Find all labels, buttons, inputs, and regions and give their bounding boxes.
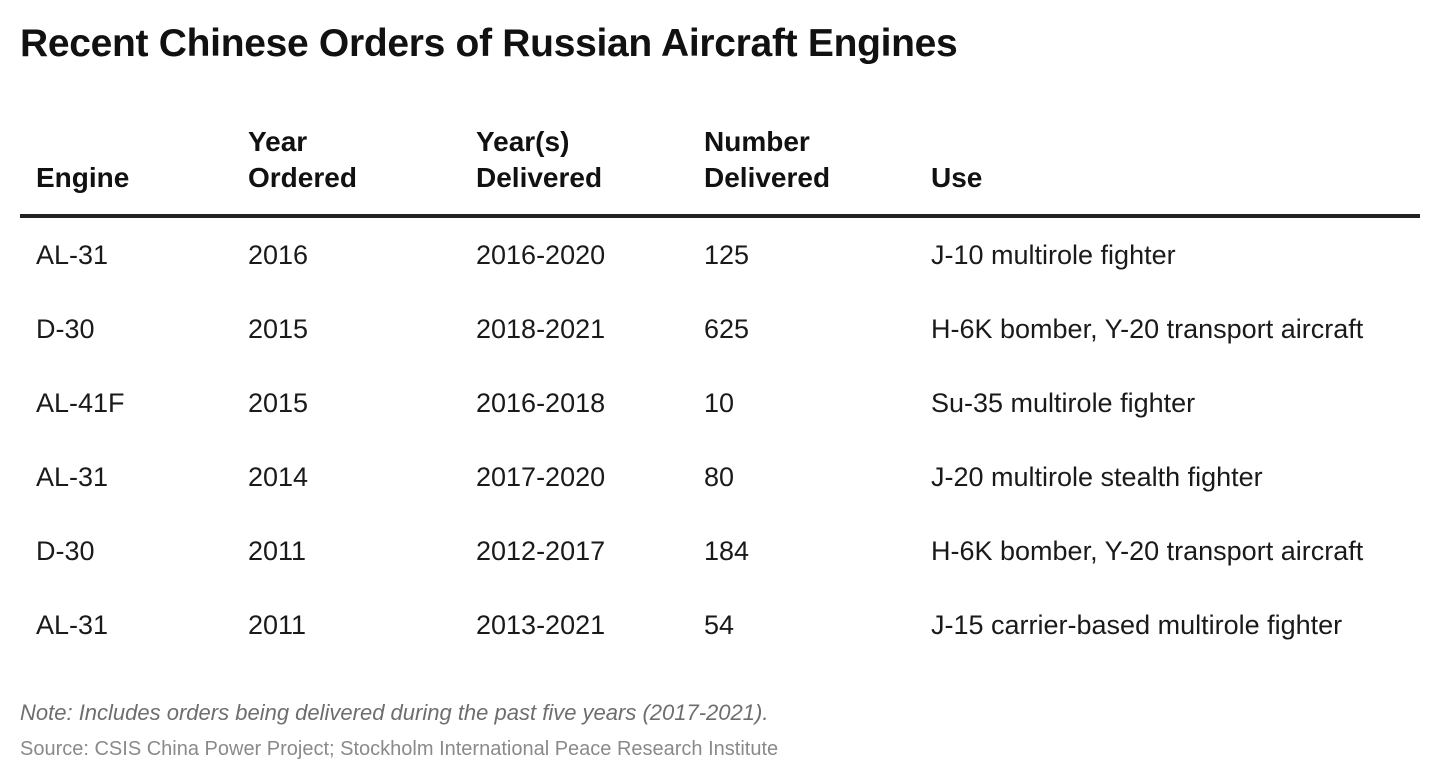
column-header-years-delivered: Year(s) Delivered <box>476 124 602 196</box>
table-row: D-30 2011 2012-2017 184 H-6K bomber, Y-2… <box>20 514 1420 588</box>
cell-engine: AL-31 <box>36 610 109 640</box>
cell-year-ordered: 2011 <box>248 536 307 566</box>
column-header-use: Use <box>931 160 982 196</box>
engine-orders-table: Engine Year Ordered Year(s) Delivered Nu… <box>20 126 1420 662</box>
column-header-line: Year(s) <box>476 126 570 157</box>
cell-number-delivered: 625 <box>704 314 750 344</box>
cell-year-ordered: 2015 <box>248 314 309 344</box>
cell-engine: AL-41F <box>36 388 125 418</box>
cell-years-delivered: 2017-2020 <box>476 462 606 492</box>
cell-engine: D-30 <box>36 536 95 566</box>
cell-number-delivered: 54 <box>704 610 735 640</box>
cell-year-ordered: 2016 <box>248 240 309 270</box>
cell-use: Su-35 multirole fighter <box>931 388 1196 418</box>
cell-years-delivered: 2013-2021 <box>476 610 606 640</box>
source-credit: Source: CSIS China Power Project; Stockh… <box>20 738 779 760</box>
cell-engine: D-30 <box>36 314 95 344</box>
cell-year-ordered: 2011 <box>248 610 307 640</box>
cell-years-delivered: 2016-2020 <box>476 240 606 270</box>
column-header-line: Ordered <box>248 162 357 193</box>
cell-use: J-15 carrier-based multirole fighter <box>931 610 1343 640</box>
cell-number-delivered: 184 <box>704 536 750 566</box>
cell-use: J-20 multirole stealth fighter <box>931 462 1263 492</box>
column-header-line: Year <box>248 126 308 157</box>
table-row: D-30 2015 2018-2021 625 H-6K bomber, Y-2… <box>20 292 1420 366</box>
cell-number-delivered: 125 <box>704 240 750 270</box>
column-header-line: Delivered <box>476 162 603 193</box>
cell-engine: AL-31 <box>36 462 109 492</box>
table-header: Engine Year Ordered Year(s) Delivered Nu… <box>20 126 1420 218</box>
column-header-line: Engine <box>36 162 130 193</box>
column-header-line: Use <box>931 162 983 193</box>
cell-years-delivered: 2012-2017 <box>476 536 606 566</box>
cell-years-delivered: 2018-2021 <box>476 314 606 344</box>
cell-use: H-6K bomber, Y-20 transport aircraft <box>931 314 1364 344</box>
table-row: AL-31 2016 2016-2020 125 J-10 multirole … <box>20 218 1420 292</box>
page-title: Recent Chinese Orders of Russian Aircraf… <box>20 22 958 65</box>
cell-use: J-10 multirole fighter <box>931 240 1176 270</box>
cell-engine: AL-31 <box>36 240 109 270</box>
column-header-line: Number <box>704 126 810 157</box>
cell-year-ordered: 2015 <box>248 388 309 418</box>
column-header-year-ordered: Year Ordered <box>248 124 357 196</box>
cell-number-delivered: 10 <box>704 388 735 418</box>
cell-year-ordered: 2014 <box>248 462 309 492</box>
table-row: AL-31 2014 2017-2020 80 J-20 multirole s… <box>20 440 1420 514</box>
column-header-line: Delivered <box>704 162 831 193</box>
column-header-number-delivered: Number Delivered <box>704 124 830 196</box>
table-row: AL-41F 2015 2016-2018 10 Su-35 multirole… <box>20 366 1420 440</box>
table-note: Note: Includes orders being delivered du… <box>20 700 769 725</box>
cell-number-delivered: 80 <box>704 462 735 492</box>
table-row: AL-31 2011 2013-2021 54 J-15 carrier-bas… <box>20 588 1420 662</box>
cell-use: H-6K bomber, Y-20 transport aircraft <box>931 536 1364 566</box>
cell-years-delivered: 2016-2018 <box>476 388 606 418</box>
column-header-engine: Engine <box>36 160 129 196</box>
